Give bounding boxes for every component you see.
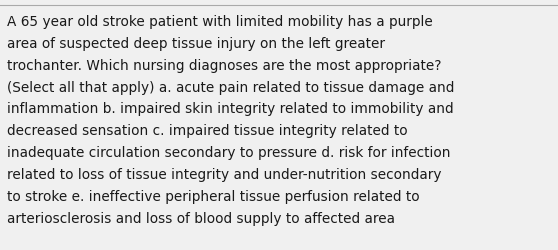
Text: inadequate circulation secondary to pressure d. risk for infection: inadequate circulation secondary to pres…: [7, 146, 450, 160]
Text: decreased sensation c. impaired tissue integrity related to: decreased sensation c. impaired tissue i…: [7, 124, 407, 138]
Text: trochanter. Which nursing diagnoses are the most appropriate?: trochanter. Which nursing diagnoses are …: [7, 58, 441, 72]
Text: related to loss of tissue integrity and under-nutrition secondary: related to loss of tissue integrity and …: [7, 167, 441, 181]
Text: inflammation b. impaired skin integrity related to immobility and: inflammation b. impaired skin integrity …: [7, 102, 453, 116]
Text: area of suspected deep tissue injury on the left greater: area of suspected deep tissue injury on …: [7, 37, 384, 51]
Text: A 65 year old stroke patient with limited mobility has a purple: A 65 year old stroke patient with limite…: [7, 15, 432, 29]
Text: arteriosclerosis and loss of blood supply to affected area: arteriosclerosis and loss of blood suppl…: [7, 211, 395, 225]
Text: to stroke e. ineffective peripheral tissue perfusion related to: to stroke e. ineffective peripheral tiss…: [7, 189, 419, 203]
Text: (Select all that apply) a. acute pain related to tissue damage and: (Select all that apply) a. acute pain re…: [7, 80, 454, 94]
